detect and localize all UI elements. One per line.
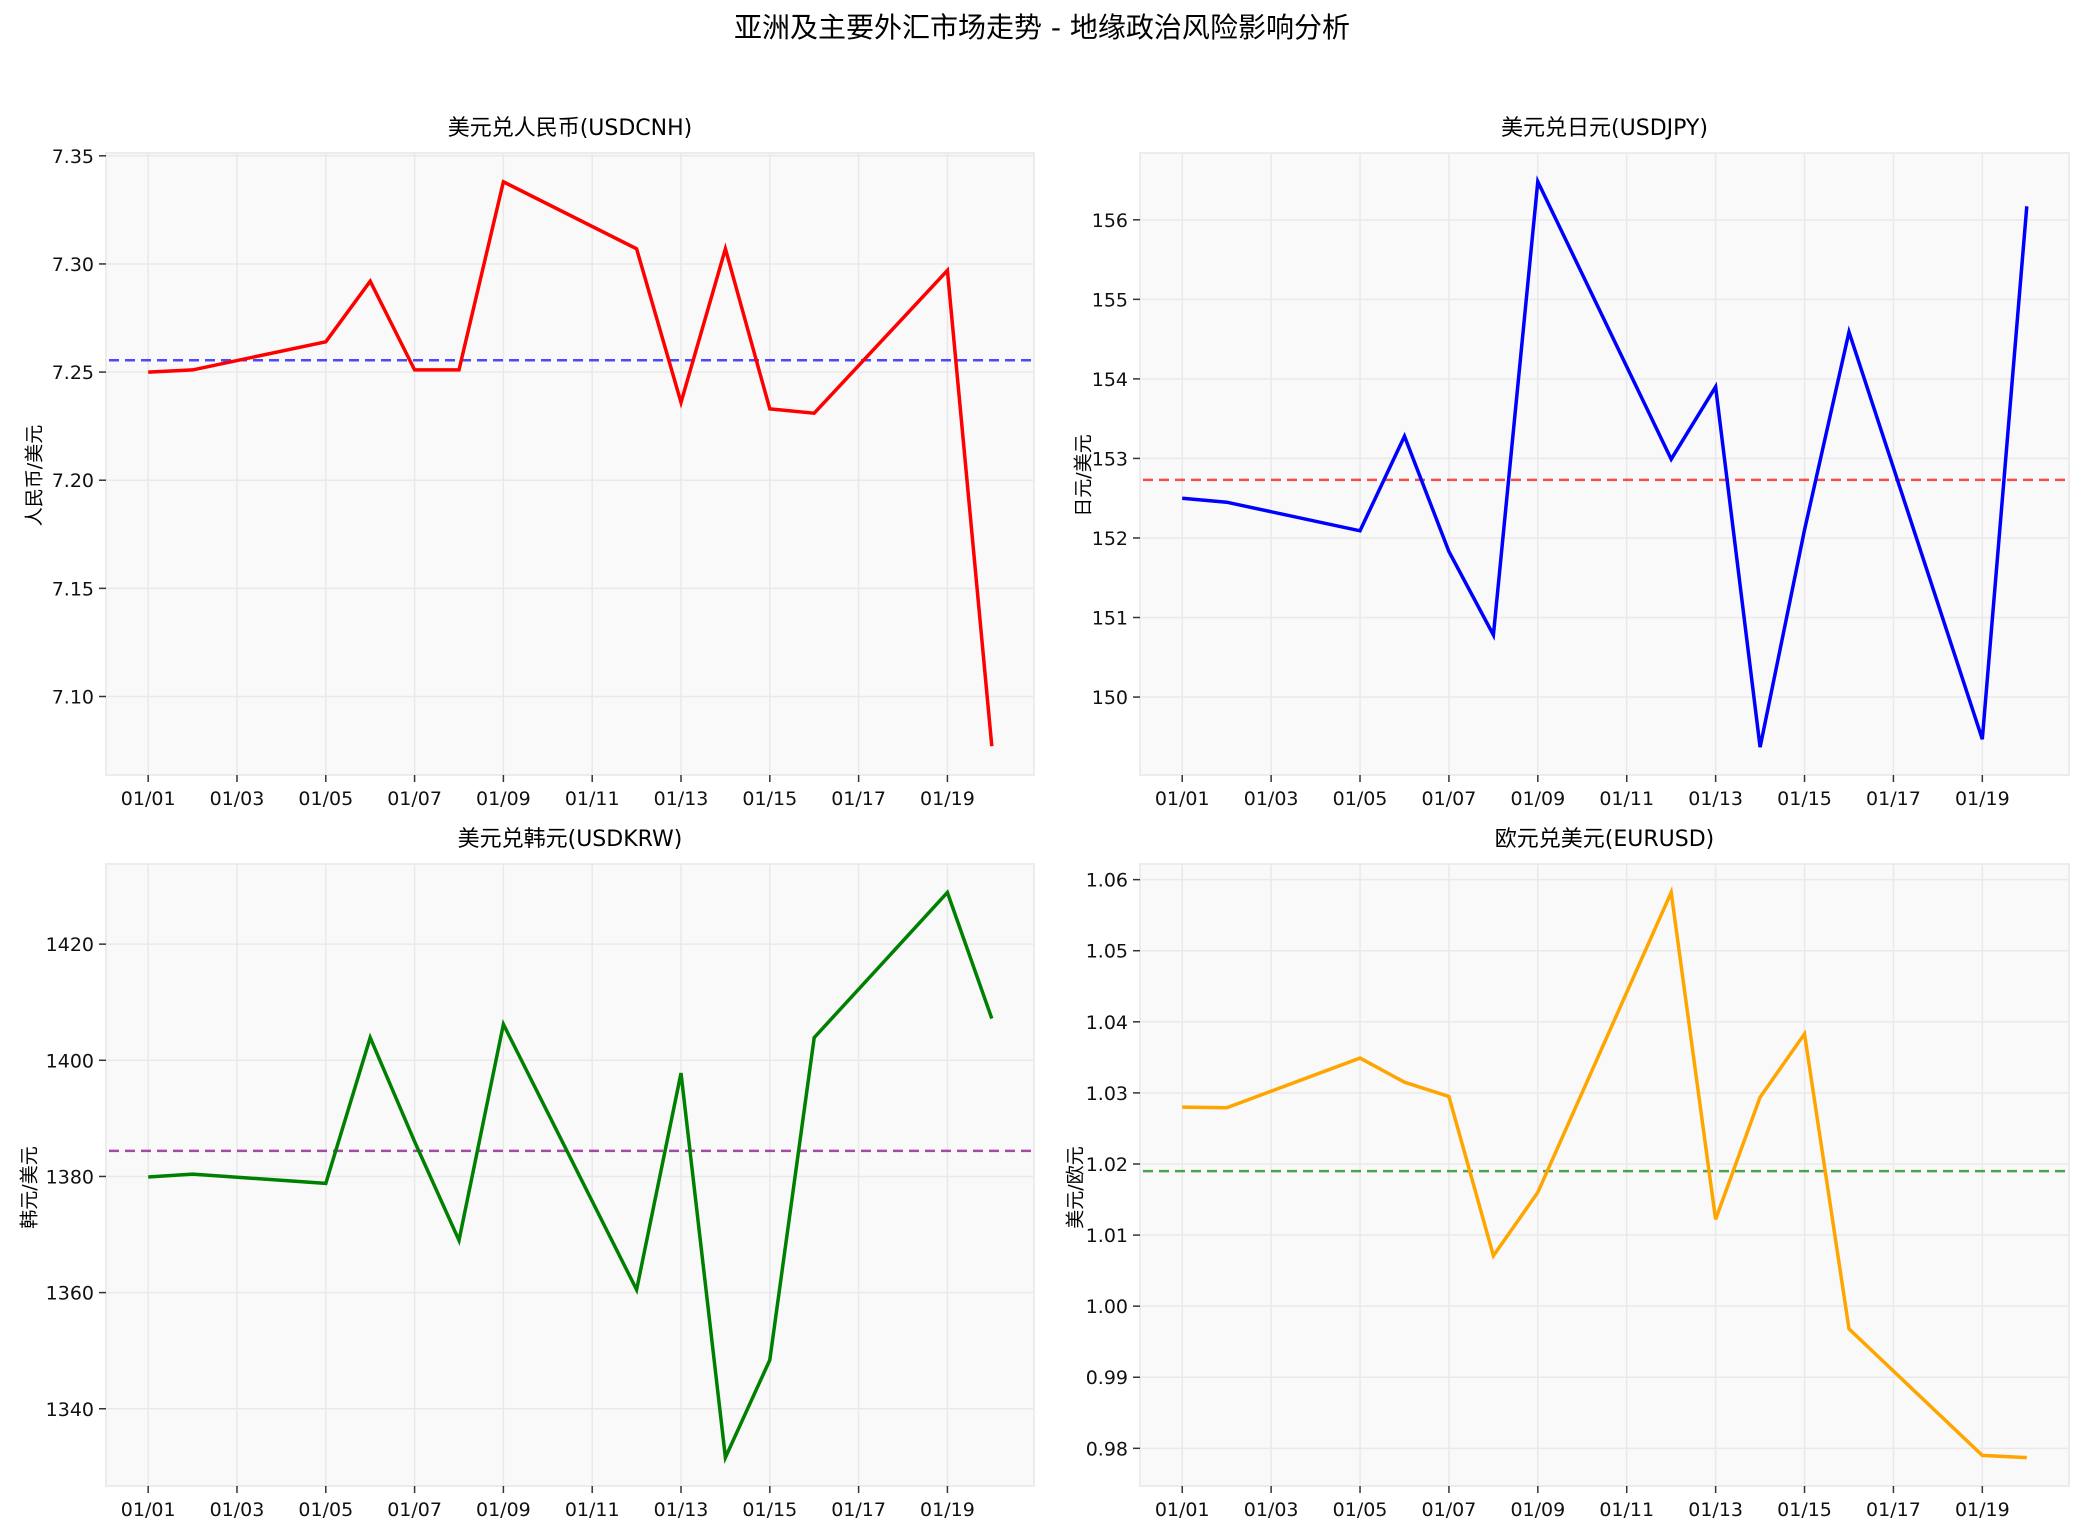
y-tick-label: 7.15 — [52, 578, 94, 600]
y-tick-label: 150 — [1092, 687, 1128, 709]
x-tick-label: 01/17 — [831, 1499, 886, 1521]
x-tick-label: 01/15 — [1777, 788, 1832, 810]
series-line — [1182, 886, 2027, 1460]
x-tick-label: 01/07 — [387, 788, 442, 810]
chart-usdjpy: 美元兑日元(USDJPY) 日元/美元 01/01 01/03 01/05 01/07… — [1034, 110, 2084, 830]
y-tick-label: 0.99 — [1086, 1367, 1128, 1389]
grid — [106, 864, 1034, 1486]
x-tick-label: 01/05 — [298, 788, 353, 810]
y-tick-label: 7.35 — [52, 146, 94, 168]
plot-area: 01/01 01/03 01/05 01/07 01/09 01/11 01/13 01/15… — [1092, 152, 2070, 810]
x-tick-label: 01/11 — [565, 1499, 620, 1521]
y-tick-label: 156 — [1092, 210, 1128, 232]
x-tick-label: 01/13 — [654, 788, 709, 810]
y-tick-label: 7.10 — [52, 686, 94, 708]
plot-area: 01/01 01/03 01/05 01/07 01/09 01/11 01/13 01/15… — [46, 863, 1035, 1521]
x-tick-label: 01/03 — [1244, 1499, 1299, 1521]
x-tick-label: 01/01 — [121, 1499, 176, 1521]
y-tick-label: 1340 — [46, 1399, 94, 1421]
x-tick-label: 01/15 — [742, 788, 797, 810]
axes-background — [1139, 152, 2070, 776]
chart-usdkrw: 美元兑韩元(USDKRW) 韩元/美元 01/01 01/03 01/05 01/07… — [0, 821, 1042, 1538]
y-tick-label: 7.20 — [52, 470, 94, 492]
y-tick-label: 1.00 — [1086, 1296, 1128, 1318]
x-tick-label: 01/05 — [1333, 788, 1388, 810]
chart-title: 美元兑日元(USDJPY) — [1501, 116, 1708, 141]
y-tick-label: 155 — [1092, 289, 1128, 311]
figure-title: 亚洲及主要外汇市场走势 - 地缘政治风险影响分析 — [734, 11, 1350, 44]
y-tick-label: 153 — [1092, 448, 1128, 470]
x-tick-label: 01/05 — [298, 1499, 353, 1521]
x-tick-label: 01/09 — [1510, 788, 1565, 810]
y-tick-label: 1.04 — [1086, 1012, 1128, 1034]
y-tick-label: 1.02 — [1086, 1154, 1128, 1176]
y-tick-label: 1400 — [46, 1050, 94, 1072]
x-tick-label: 01/11 — [1599, 788, 1654, 810]
series-line — [148, 179, 994, 747]
y-tick-label: 151 — [1092, 608, 1128, 630]
x-tick-label: 01/03 — [1244, 788, 1299, 810]
y-tick-label: 1.05 — [1086, 941, 1128, 963]
x-tick-label: 01/19 — [920, 788, 975, 810]
y-tick-label: 0.98 — [1086, 1438, 1128, 1460]
chart-eurusd: 欧元兑美元(EURUSD) 美元/欧元 01/01 01/03 01/05 01/07… — [1034, 821, 2084, 1538]
x-tick-label: 01/05 — [1333, 1499, 1388, 1521]
x-tick-label: 01/03 — [210, 1499, 265, 1521]
y-tick-label: 1420 — [46, 934, 94, 956]
y-tick-label: 7.30 — [52, 254, 94, 276]
y-tick-label: 1.01 — [1086, 1225, 1128, 1247]
axes-background — [105, 152, 1035, 776]
x-tick-label: 01/09 — [476, 1499, 531, 1521]
x-tick-label: 01/17 — [831, 788, 886, 810]
plot-area: 01/01 01/03 01/05 01/07 01/09 01/11 01/13 01/15… — [52, 146, 1035, 810]
y-tick-label: 7.25 — [52, 362, 94, 384]
axes-background — [105, 863, 1035, 1487]
y-tick-label: 1.03 — [1086, 1083, 1128, 1105]
series-line — [148, 889, 994, 1464]
grid — [1140, 153, 2069, 775]
y-tick-label: 1360 — [46, 1283, 94, 1305]
x-tick-label: 01/13 — [1688, 788, 1743, 810]
chart-title: 欧元兑美元(EURUSD) — [1494, 827, 1715, 852]
y-tick-label: 1.06 — [1086, 870, 1128, 892]
x-tick-label: 01/01 — [1155, 788, 1210, 810]
x-tick-label: 01/15 — [1777, 1499, 1832, 1521]
x-tick-label: 01/09 — [1510, 1499, 1565, 1521]
x-tick-label: 01/11 — [565, 788, 620, 810]
y-tick-label: 154 — [1092, 369, 1128, 391]
x-tick-label: 01/01 — [1155, 1499, 1210, 1521]
x-tick-label: 01/13 — [654, 1499, 709, 1521]
x-tick-label: 01/19 — [920, 1499, 975, 1521]
series-line — [1182, 175, 2029, 748]
x-tick-label: 01/09 — [476, 788, 531, 810]
grid — [1140, 864, 2069, 1486]
x-tick-label: 01/11 — [1599, 1499, 1654, 1521]
x-tick-label: 01/07 — [387, 1499, 442, 1521]
x-tick-label: 01/07 — [1422, 1499, 1477, 1521]
x-tick-label: 01/07 — [1422, 788, 1477, 810]
x-tick-label: 01/17 — [1866, 1499, 1921, 1521]
grid — [106, 153, 1034, 775]
x-tick-label: 01/17 — [1866, 788, 1921, 810]
x-tick-label: 01/19 — [1955, 788, 2010, 810]
x-tick-label: 01/19 — [1955, 1499, 2010, 1521]
axes-background — [1139, 863, 2070, 1487]
chart-usdcnh: 美元兑人民币(USDCNH) 人民币/美元 01/01 01/03 01/05 01/… — [0, 110, 1042, 830]
chart-title: 美元兑人民币(USDCNH) — [447, 116, 693, 141]
x-tick-label: 01/01 — [121, 788, 176, 810]
chart-title: 美元兑韩元(USDKRW) — [457, 827, 683, 852]
y-tick-label: 152 — [1092, 528, 1128, 550]
plot-area: 01/01 01/03 01/05 01/07 01/09 01/11 01/13 01/15… — [1086, 863, 2070, 1521]
x-tick-label: 01/03 — [210, 788, 265, 810]
x-tick-label: 01/13 — [1688, 1499, 1743, 1521]
y-tick-label: 1380 — [46, 1166, 94, 1188]
x-tick-label: 01/15 — [742, 1499, 797, 1521]
